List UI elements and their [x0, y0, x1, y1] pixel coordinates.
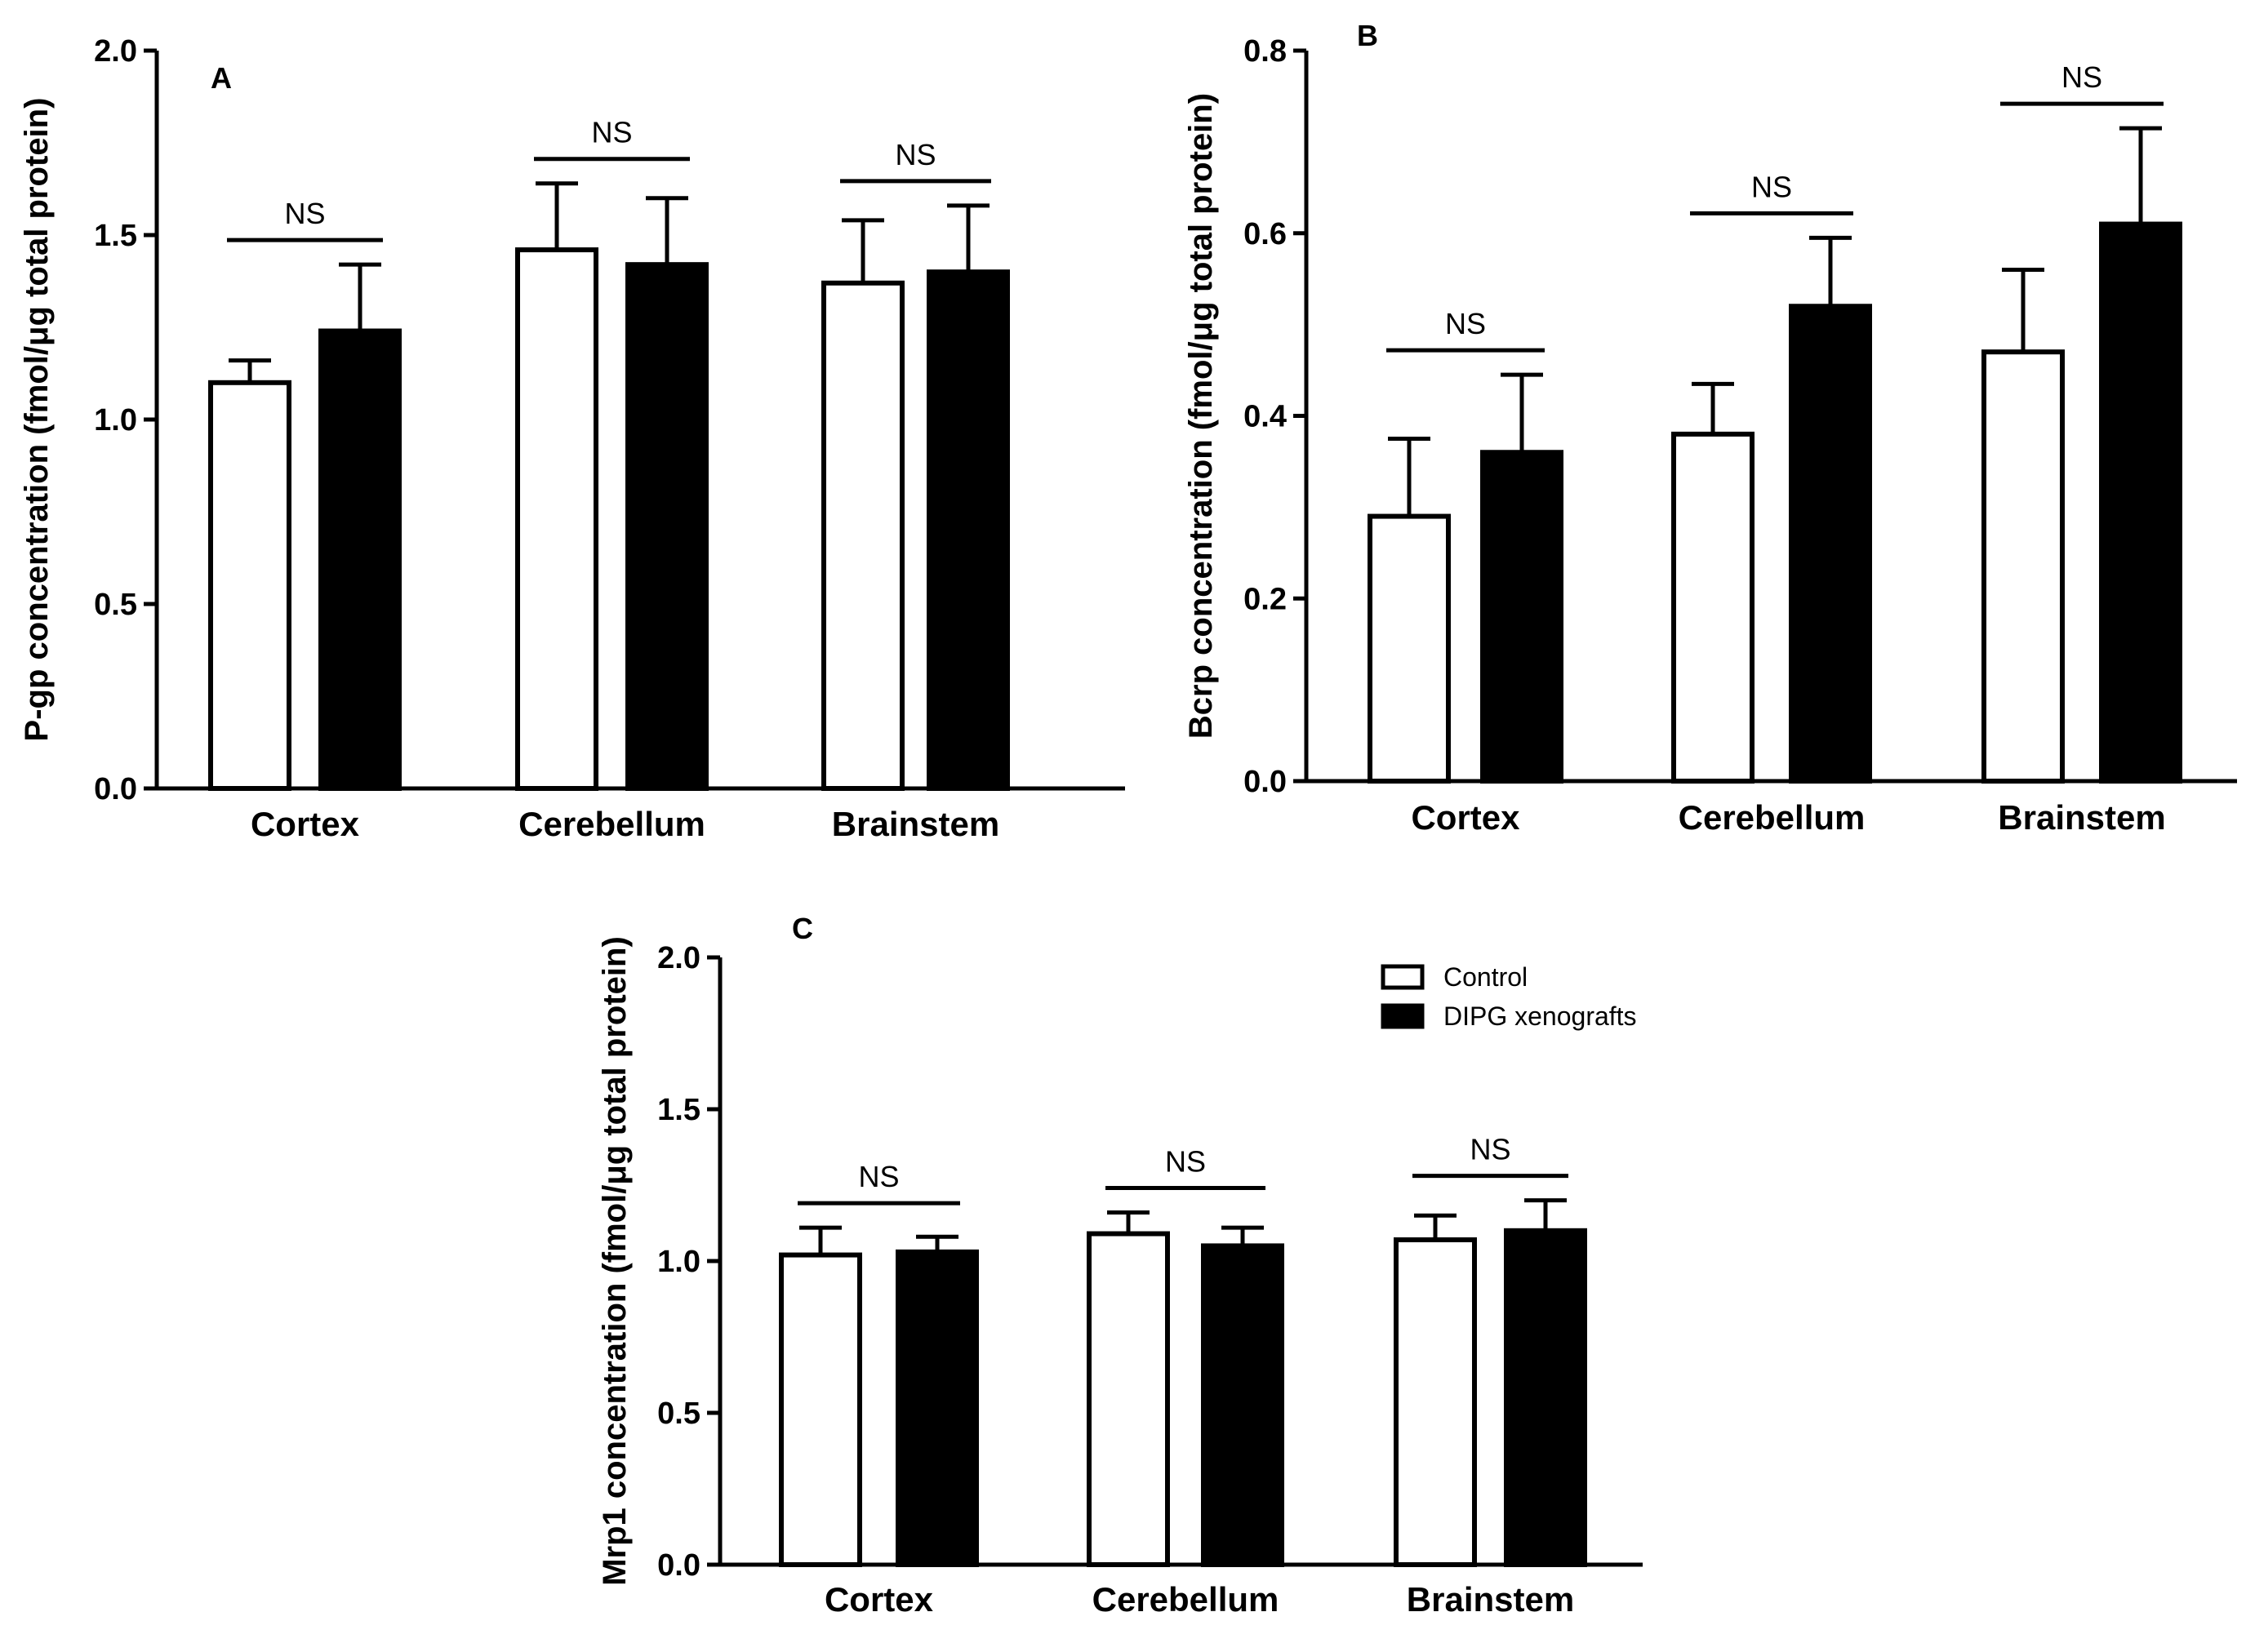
- bar-dipg-cortex: [896, 1249, 979, 1567]
- bar-dipg-cerebellum: [1201, 1243, 1284, 1568]
- y-tick-label: 2.0: [657, 941, 700, 975]
- significance-label: NS: [284, 197, 325, 230]
- y-axis-label: Mrp1 concentration (fmol/μg total protei…: [597, 936, 633, 1586]
- bar-control-cerebellum: [515, 247, 598, 791]
- bar-dipg-cerebellum: [625, 262, 709, 792]
- y-axis-label: P-gp concentration (fmol/μg total protei…: [19, 98, 55, 742]
- bar-control-cerebellum: [1087, 1231, 1170, 1568]
- bar-control-brainstem: [821, 280, 905, 791]
- y-tick-label: 0.0: [1243, 765, 1287, 799]
- x-category-label: Cortex: [1411, 798, 1520, 837]
- panel-c: 0.0 0.5 1.0 1.5 2.0 Mrp1 concentration (fmol/…: [597, 912, 1643, 1619]
- bar-dipg-brainstem: [2099, 221, 2182, 784]
- bar-control-brainstem: [1981, 349, 2065, 784]
- panel-letter: B: [1357, 19, 1378, 52]
- significance-label: NS: [1445, 307, 1486, 340]
- legend-label: Control: [1443, 962, 1528, 992]
- significance-label: NS: [1751, 170, 1792, 203]
- legend-label: DIPG xenografts: [1443, 1001, 1637, 1031]
- x-category-label: Brainstem: [1407, 1580, 1574, 1619]
- significance-label: NS: [895, 138, 936, 171]
- bar-control-cortex: [208, 380, 291, 791]
- bar-dipg-brainstem: [1504, 1228, 1587, 1568]
- y-tick-label: 0.0: [94, 772, 137, 806]
- x-category-label: Cortex: [251, 805, 360, 843]
- panel-letter: C: [792, 912, 813, 945]
- x-category-label: Cerebellum: [518, 805, 705, 843]
- y-tick-label: 2.0: [94, 34, 137, 69]
- legend: Control DIPG xenografts: [1381, 962, 1637, 1031]
- bar-dipg-cerebellum: [1789, 304, 1872, 784]
- panel-b: 0.0 0.2 0.4 0.6 0.8 Bcrp concentration (fmol/…: [1183, 19, 2237, 837]
- y-tick-label: 1.5: [94, 219, 137, 253]
- significance-label: NS: [1470, 1133, 1510, 1166]
- significance-label: NS: [2061, 60, 2102, 94]
- panel-letter: A: [211, 61, 232, 95]
- x-category-label: Cortex: [825, 1580, 934, 1619]
- x-category-label: Cerebellum: [1092, 1580, 1279, 1619]
- y-tick-label: 1.5: [657, 1093, 700, 1127]
- bar-control-cerebellum: [1671, 431, 1755, 784]
- x-category-label: Cerebellum: [1679, 798, 1866, 837]
- y-tick-label: 0.2: [1243, 582, 1287, 616]
- y-tick-label: 0.5: [657, 1397, 700, 1431]
- significance-label: NS: [1165, 1144, 1206, 1178]
- y-tick-label: 0.8: [1243, 34, 1287, 69]
- legend-swatch-control: [1381, 964, 1425, 990]
- significance-label: NS: [858, 1160, 899, 1193]
- y-tick-label: 0.0: [657, 1548, 700, 1583]
- bar-dipg-cortex: [1480, 450, 1563, 784]
- significance-label: NS: [591, 116, 632, 149]
- bar-control-brainstem: [1394, 1237, 1477, 1567]
- legend-swatch-dipg: [1381, 1003, 1425, 1029]
- y-tick-label: 0.4: [1243, 400, 1287, 434]
- y-tick-label: 1.0: [657, 1245, 700, 1279]
- bar-control-cortex: [779, 1252, 862, 1568]
- x-category-label: Brainstem: [1998, 798, 2165, 837]
- y-tick-label: 0.6: [1243, 217, 1287, 251]
- bar-dipg-cortex: [318, 328, 402, 791]
- bar-control-cortex: [1368, 513, 1451, 784]
- y-tick-label: 1.0: [94, 403, 137, 437]
- panel-a: 0.0 0.5 1.0 1.5 2.0 P-gp concentration (fmol/…: [19, 34, 1125, 843]
- y-axis-label: Bcrp concentration (fmol/μg total protei…: [1183, 93, 1219, 739]
- x-category-label: Brainstem: [832, 805, 999, 843]
- bar-dipg-brainstem: [927, 269, 1010, 791]
- y-tick-label: 0.5: [94, 588, 137, 622]
